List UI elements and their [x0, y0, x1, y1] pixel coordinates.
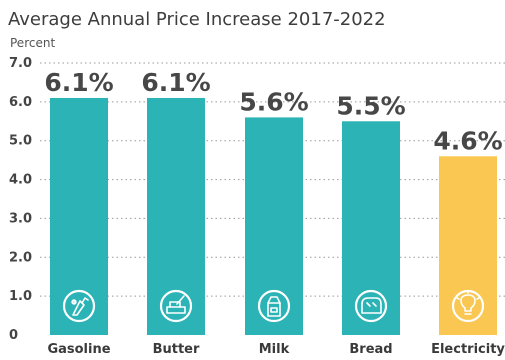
bar-value-label: 6.1%: [44, 68, 113, 97]
y-tick-label: 3.0: [9, 211, 32, 226]
bar-milk: [245, 117, 303, 336]
x-category-label: Milk: [259, 342, 290, 357]
bar-gasoline: [50, 97, 108, 335]
x-category-label: Electricity: [431, 342, 505, 357]
gas-pump-icon: [62, 289, 96, 323]
x-category-label: Gasoline: [47, 342, 110, 357]
y-tick-label: 7.0: [9, 56, 32, 71]
chart-title: Average Annual Price Increase 2017-2022: [8, 9, 386, 30]
bar-bread: [342, 121, 400, 336]
bread-icon: [354, 289, 388, 323]
x-category-label: Butter: [153, 342, 200, 357]
bar-value-label: 5.5%: [336, 91, 405, 120]
milk-carton-icon: [257, 289, 291, 323]
y-tick-label: 6.0: [9, 95, 32, 110]
bar-value-label: 6.1%: [141, 68, 210, 97]
y-axis-unit-label: Percent: [10, 36, 56, 50]
y-tick-label: 1.0: [9, 289, 32, 304]
y-tick-label: 4.0: [9, 173, 32, 188]
y-tick-label: 0: [9, 328, 18, 343]
y-tick-label: 5.0: [9, 134, 32, 149]
x-category-label: Bread: [349, 342, 392, 357]
light-bulb-icon: [451, 289, 485, 323]
bar-butter: [147, 97, 205, 335]
y-tick-label: 2.0: [9, 250, 32, 265]
bar-value-label: 4.6%: [433, 126, 502, 155]
butter-dish-icon: [159, 289, 193, 323]
bar-value-label: 5.6%: [239, 87, 308, 116]
bar-electricity: [439, 156, 497, 335]
